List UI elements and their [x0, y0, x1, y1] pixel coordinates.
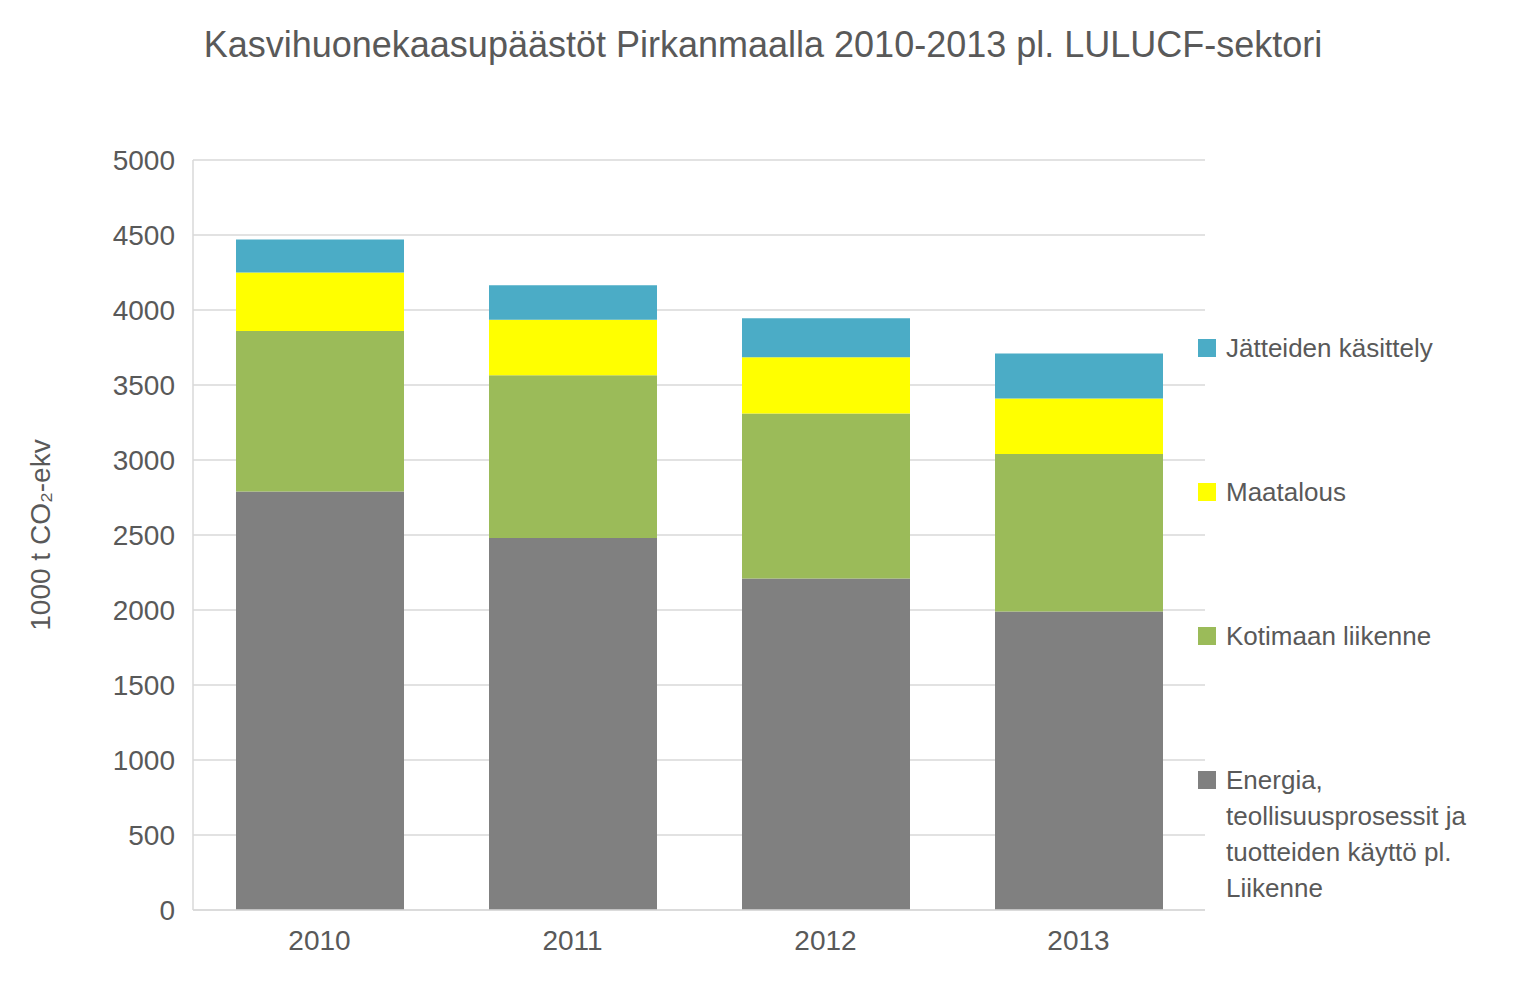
svg-text:0: 0 — [159, 895, 175, 926]
svg-text:4500: 4500 — [113, 220, 175, 251]
svg-text:3000: 3000 — [113, 445, 175, 476]
html-text:Energia, teollisuusprosessit j: Energia, teollisuusprosessit ja tuotteid… — [1226, 765, 1466, 903]
html-text:Kasvihuonekaasupäästöt Pirkanm: Kasvihuonekaasupäästöt Pirkanmaalla 2010… — [203, 24, 1323, 65]
svg-text:3500: 3500 — [113, 370, 175, 401]
svg-text:1500: 1500 — [113, 670, 175, 701]
svg-text:1000 t CO₂-ekv: 1000 t CO₂-ekv — [25, 439, 56, 630]
svg-text:2012: 2012 — [794, 925, 856, 956]
svg-text:4000: 4000 — [113, 295, 175, 326]
svg-text:500: 500 — [128, 820, 175, 851]
svg-text:2011: 2011 — [542, 925, 602, 956]
svg-text:2010: 2010 — [288, 925, 350, 956]
html-text:Maatalous: Maatalous — [1226, 477, 1346, 507]
html-text:Kotimaan liikenne: Kotimaan liikenne — [1226, 621, 1432, 651]
svg-text:5000: 5000 — [113, 145, 175, 176]
svg-text:1000: 1000 — [113, 745, 175, 776]
svg-text:2500: 2500 — [113, 520, 175, 551]
html-text:Jätteiden käsittely: Jätteiden käsittely — [1226, 333, 1433, 363]
svg-text:2013: 2013 — [1047, 925, 1109, 956]
svg-text:2000: 2000 — [113, 595, 175, 626]
